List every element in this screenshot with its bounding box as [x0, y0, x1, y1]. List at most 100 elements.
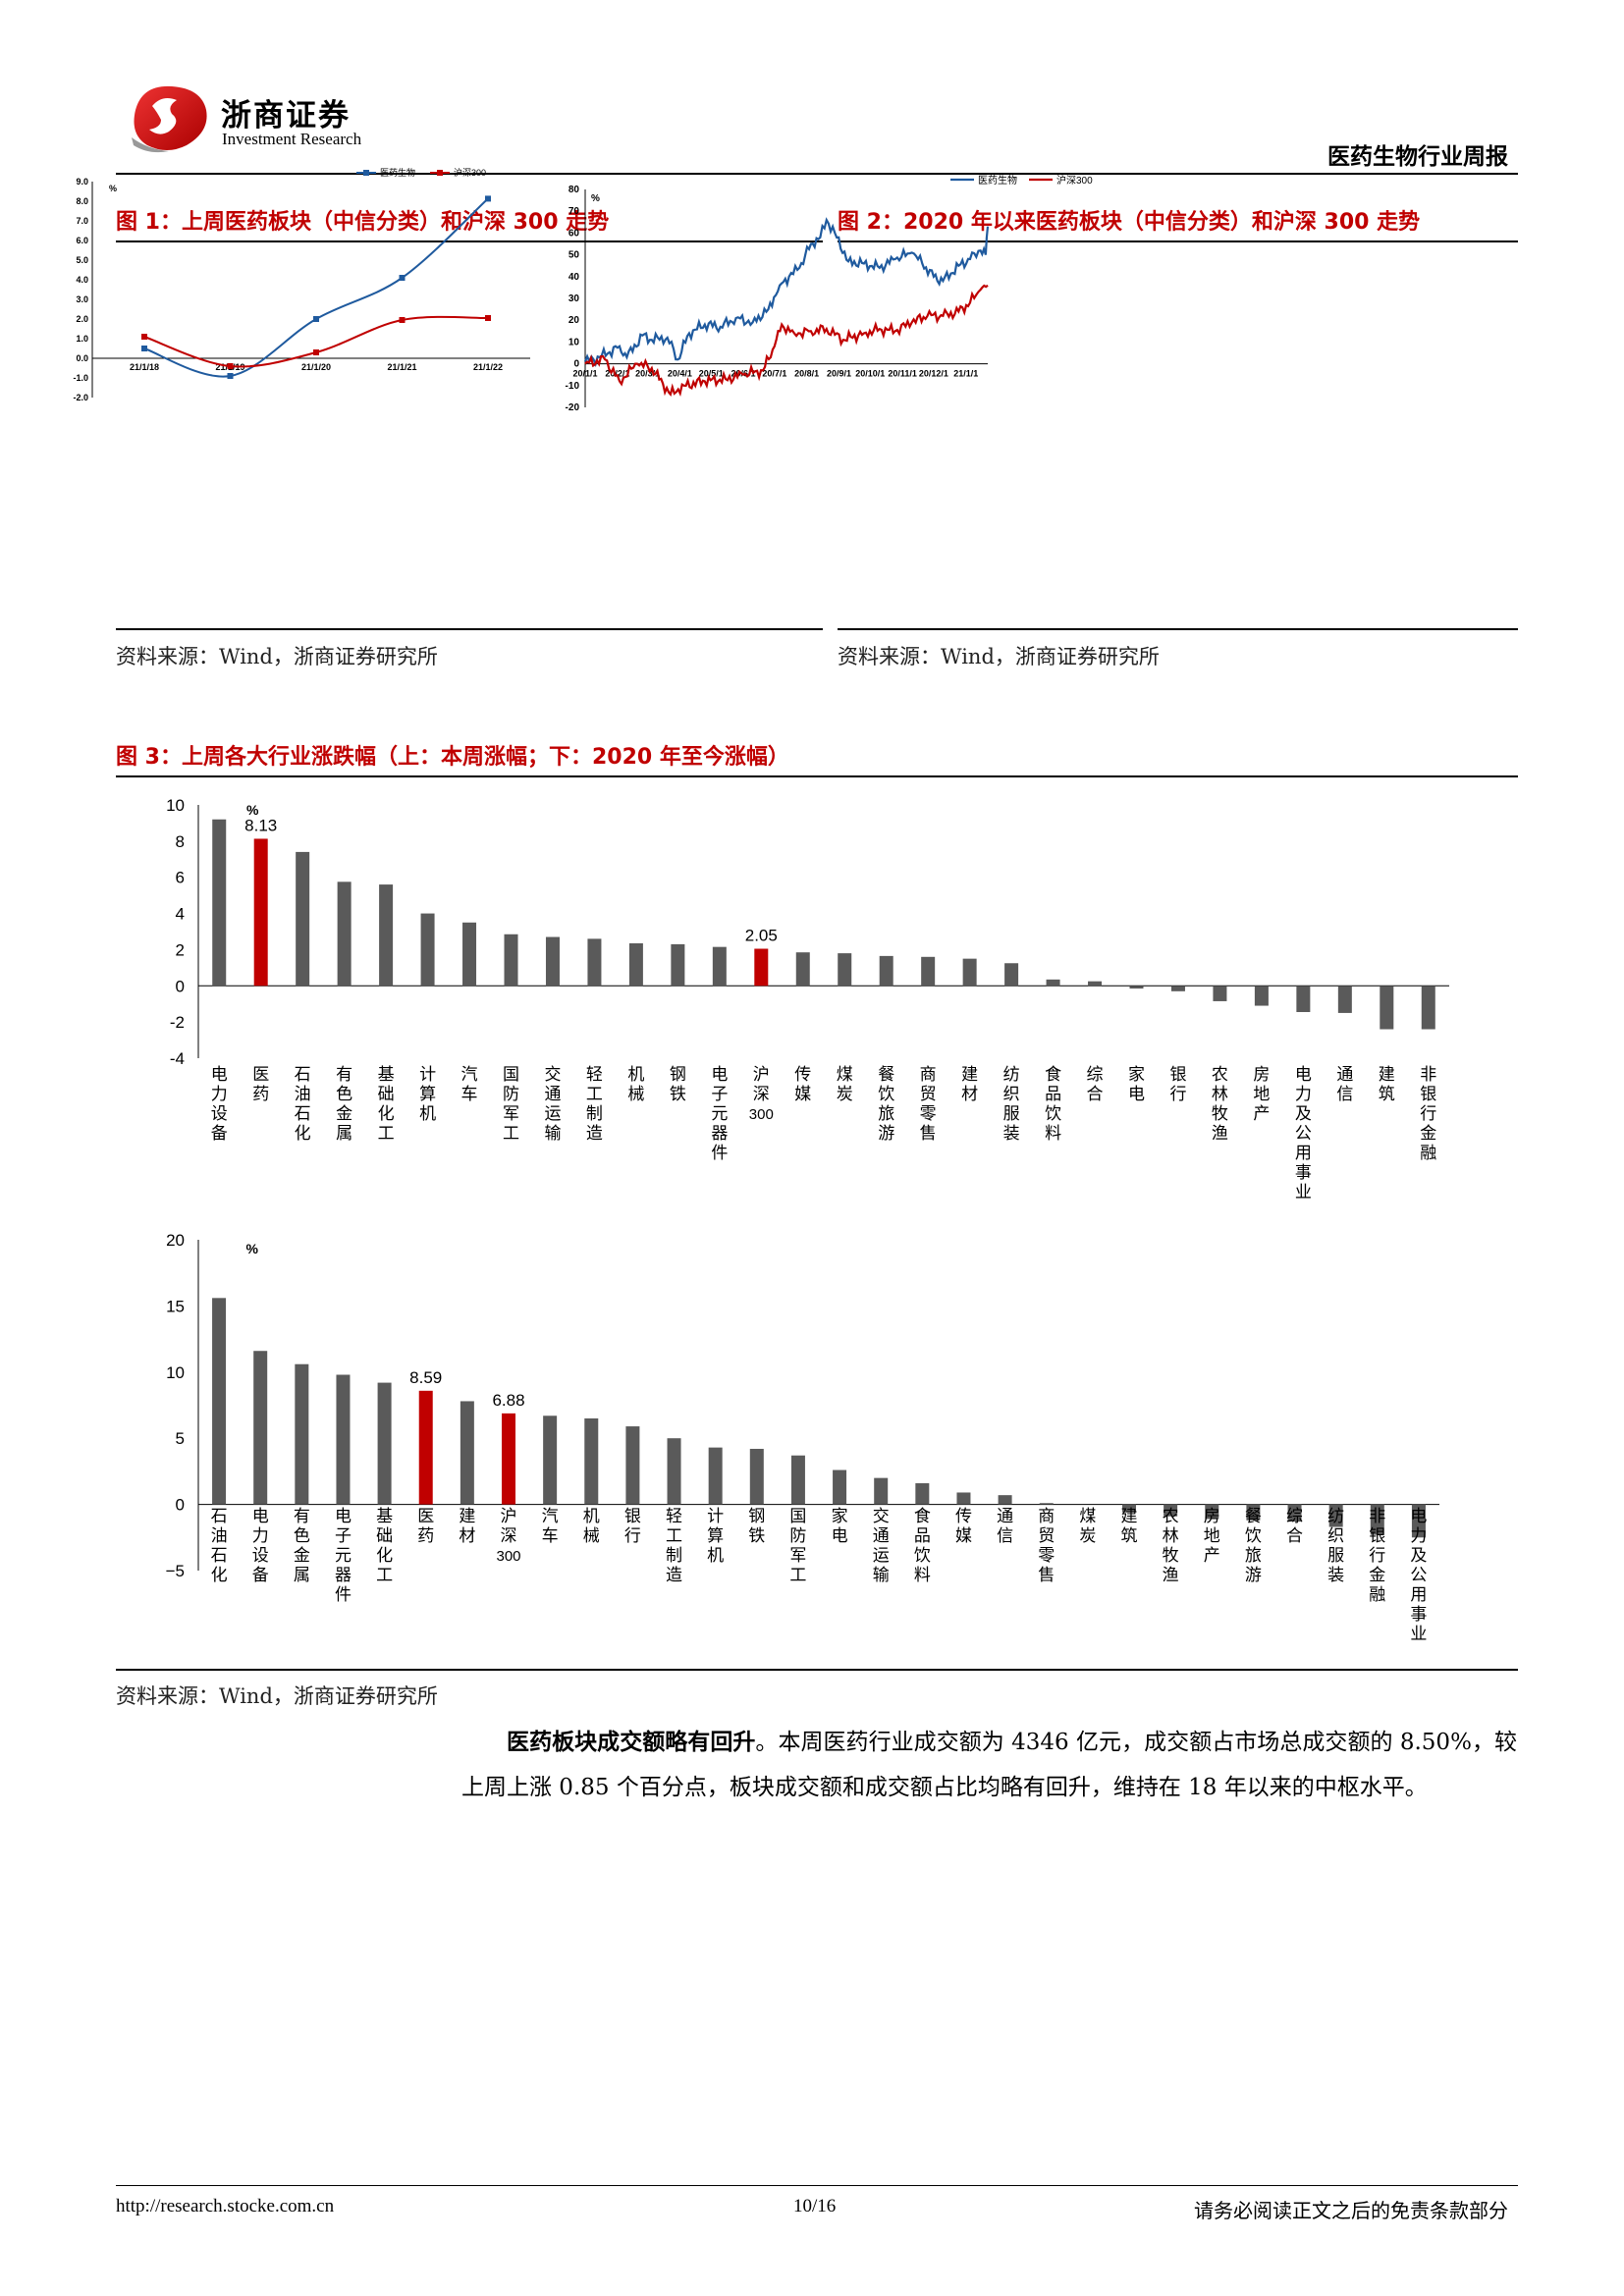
fig1-ytick-label: 0.0 — [76, 353, 88, 363]
fig3b-bar — [1287, 1504, 1302, 1522]
fig3a-category-label: 轻工制造 — [586, 1065, 603, 1143]
fig3a-category-label: 电力设备 — [211, 1065, 228, 1143]
fig3b-category-label: 建材 — [459, 1507, 475, 1545]
fig3b-category-label: 食品饮料 — [914, 1507, 931, 1584]
fig3a-bar — [462, 922, 477, 987]
footer-url[interactable]: http://research.stocke.com.cn — [116, 2196, 335, 2216]
fig3b-category-label: 综合 — [1286, 1507, 1303, 1545]
fig3b-category-label: 沪深 300 — [496, 1507, 520, 1565]
fig3a-ytick-label: -2 — [170, 1013, 185, 1032]
fig2-ytick-label: 70 — [568, 206, 580, 217]
fig2-xtick-label: 20/5/1 — [699, 369, 724, 379]
fig3-source: 资料来源：Wind，浙商证券研究所 — [116, 1684, 438, 1708]
fig2-xtick-label: 20/3/1 — [635, 369, 660, 379]
fig3b-bar — [1164, 1504, 1178, 1517]
fig2-ytick-label: 60 — [568, 228, 580, 239]
fig3a-category-label: 建材 — [961, 1065, 978, 1103]
fig3a-bar — [754, 948, 769, 987]
fig2-legend-label: 医药生物 — [978, 174, 1017, 187]
company-name: 浙商证券 — [221, 98, 351, 133]
fig3a-bar — [671, 943, 685, 987]
fig2-ytick-label: 0 — [573, 359, 579, 370]
fig3a-ytick-label: 8 — [176, 832, 185, 851]
fig3b-category-label: 商贸零售 — [1038, 1507, 1055, 1584]
fig3a-category-label: 国防军工 — [503, 1065, 519, 1143]
paragraph-text: 。本周医药行业成交额为 4346 亿元，成交额占市场总成交额的 8.50%，较上… — [461, 1730, 1517, 1800]
fig3b-category-label: 基础化工 — [376, 1507, 393, 1584]
fig3b-category-label: 煤炭 — [1079, 1507, 1096, 1545]
fig1-data-point — [141, 346, 147, 351]
fig3b-bar — [1205, 1504, 1219, 1520]
fig3b-bar — [502, 1413, 515, 1505]
fig3b-category-label: 非银行金融 — [1369, 1507, 1385, 1604]
fig3-title: 图 3：上周各大行业涨跌幅（上：本周涨幅；下：2020 年至今涨幅） — [116, 745, 789, 770]
fig3a-category-label: 商贸零售 — [920, 1065, 937, 1143]
fig3a-category-label: 农林牧渔 — [1212, 1065, 1228, 1143]
fig3a-bar — [337, 881, 352, 987]
fig2-unit-label: % — [591, 193, 600, 204]
fig3b-category-label: 银行 — [624, 1507, 641, 1545]
fig3b-category-label: 机械 — [583, 1507, 600, 1545]
fig3b-bar — [708, 1447, 723, 1505]
fig3b-bar — [460, 1401, 474, 1505]
fig3b-bar — [625, 1426, 640, 1505]
fig1-ytick-label: 4.0 — [76, 275, 88, 285]
fig3b-category-label: 农林牧渔 — [1163, 1507, 1179, 1584]
fig3a-category-label: 交通运输 — [544, 1065, 561, 1143]
fig3a-category-label: 煤炭 — [837, 1065, 853, 1103]
fig3b-category-label: 纺织服装 — [1327, 1507, 1344, 1584]
fig3a-bar — [1088, 981, 1103, 987]
fig3b-bar — [295, 1363, 309, 1505]
fig3b-category-label: 餐饮旅游 — [1245, 1507, 1262, 1584]
fig2-title: 图 2：2020 年以来医药板块（中信分类）和沪深 300 走势 — [838, 210, 1421, 235]
fig3a-category-label: 计算机 — [419, 1065, 436, 1123]
fig2-legend-label: 沪深300 — [1056, 174, 1093, 187]
fig3b-category-label: 家电 — [832, 1507, 848, 1545]
fig1-data-point — [227, 373, 234, 379]
fig2-ytick-label: 50 — [568, 250, 580, 261]
fig3b-bar — [1328, 1504, 1343, 1527]
fig3a-category-label: 银行 — [1169, 1065, 1186, 1103]
fig2-xtick-label: 20/8/1 — [794, 369, 819, 379]
fig3b-bar — [336, 1374, 351, 1505]
fig1-source: 资料来源：Wind，浙商证券研究所 — [116, 645, 438, 668]
fig1-series-line — [143, 315, 489, 368]
fig3b-unit-label: % — [246, 1241, 259, 1256]
fig3b-category-label: 计算机 — [707, 1507, 724, 1565]
fig3b-category-label: 医药 — [417, 1507, 434, 1545]
fig3a-bar — [879, 955, 893, 987]
fig3a-bar — [253, 838, 268, 987]
footer-rule — [116, 2185, 1518, 2186]
fig3a-bar — [1170, 986, 1185, 991]
fig2-ytick-label: 10 — [568, 337, 580, 347]
fig3a-category-label: 家电 — [1128, 1065, 1145, 1103]
header-rule — [116, 173, 1518, 175]
fig3b-ytick-label: 15 — [166, 1297, 185, 1315]
fig2-xtick-label: 20/7/1 — [762, 369, 786, 379]
fig1-ytick-label: 5.0 — [76, 255, 88, 265]
fig3b-category-label: 电力及公用事业 — [1410, 1507, 1427, 1643]
fig3b-bar — [418, 1390, 433, 1505]
fig1-ytick-label: 1.0 — [76, 334, 88, 344]
fig3a-bar — [212, 819, 227, 987]
fig3a-bar — [504, 934, 518, 987]
logo-icon — [132, 85, 207, 153]
fig3a-ytick-label: 10 — [166, 796, 185, 815]
fig3b-category-label: 有色金属 — [294, 1507, 310, 1584]
fig1-data-point — [485, 315, 491, 321]
fig3b-category-label: 通信 — [997, 1507, 1013, 1545]
fig3b-bar — [1370, 1504, 1384, 1535]
fig2-series-line — [583, 217, 990, 368]
fig2-xtick-label: 20/4/1 — [668, 369, 692, 379]
fig3a-ytick-label: -4 — [170, 1049, 185, 1068]
fig1-xtick-label: 21/1/18 — [130, 362, 159, 372]
fig2-ytick-label: 30 — [568, 294, 580, 304]
fig2-ytick-label: -20 — [566, 402, 580, 413]
fig3a-bar — [1046, 979, 1060, 987]
fig3a-bar — [712, 946, 727, 987]
fig3a-bar — [1254, 986, 1269, 1006]
fig2-ytick-label: 20 — [568, 315, 580, 326]
fig3b-bar — [874, 1477, 889, 1505]
fig3a-category-label: 沪深 300 — [749, 1065, 774, 1123]
fig2-xtick-label: 20/11/1 — [888, 369, 917, 379]
